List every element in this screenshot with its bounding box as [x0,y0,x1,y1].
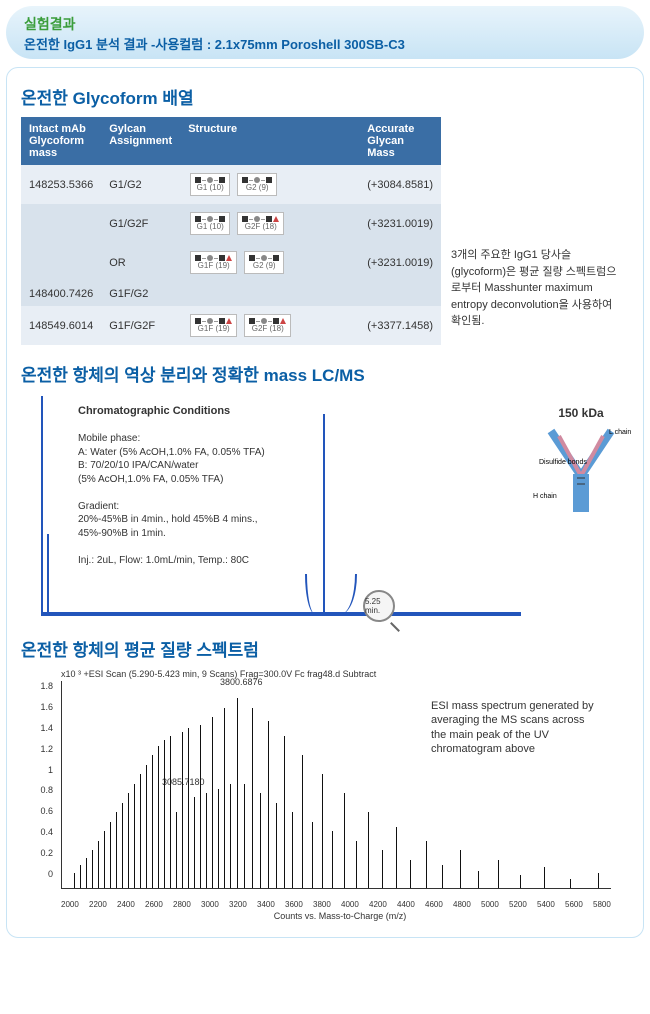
mass-spectrum: x10 ³ +ESI Scan (5.290-5.423 min, 9 Scan… [31,669,611,909]
cell-assign: G1/G2F [101,204,180,243]
svg-text:H chain: H chain [533,493,557,500]
table-row: G1/G2F G1 (10) G2F (18) (+3231.0019) [21,204,441,243]
cell-mass [21,243,101,282]
spectrum-plot: 3085.7180 3800.6876 ESI mass spectrum ge… [61,681,611,889]
cell-mass [21,204,101,243]
th-mass: Intact mAb Glycoform mass [21,117,101,165]
cell-mass: 148253.5366 [21,165,101,204]
cell-acc: (+3231.0019) [359,204,441,243]
chromatogram: Chromatographic Conditions Mobile phase:… [41,396,521,616]
title-subtitle: 온전한 IgG1 분석 결과 -사용컬럼 : 2.1x75mm Poroshel… [24,34,626,53]
cell-assign: G1/G2 [101,165,180,204]
cell-acc: (+3084.8581) [359,165,441,204]
title-bar: 실험결과 온전한 IgG1 분석 결과 -사용컬럼 : 2.1x75mm Por… [6,6,644,59]
cell-assign: G1F/G2F [101,306,180,345]
table-row: 148253.5366 G1/G2 G1 (10) G2 (9) (+3084.… [21,165,441,204]
cell-struct: G1F (19) G2 (9) [180,243,359,282]
table-row: 148549.6014 G1F/G2F G1F (19) G2F (18) (+… [21,306,441,345]
svg-text:L chain: L chain [609,429,631,436]
cell-acc: (+3231.0019) [359,243,441,282]
th-assign: Gylcan Assignment [101,117,180,165]
section3-heading: 온전한 항체의 평균 질량 스펙트럼 [21,636,629,661]
title-category: 실험결과 [24,14,626,34]
table-row: 148400.7426 G1F/G2 [21,282,441,306]
spectrum-x-axis: 2000220024002600280030003200340036003800… [61,900,611,909]
th-struct: Structure [180,117,359,165]
cell-struct: G1F (19) G2F (18) [180,306,359,345]
magnifier-icon: 5.25 min. [363,590,395,622]
cell-mass: 148549.6014 [21,306,101,345]
section1-heading: 온전한 Glycoform 배열 [21,84,629,109]
spectrum-note: ESI mass spectrum generated by averaging… [431,699,601,756]
content-panel: 온전한 Glycoform 배열 Intact mAb Glycoform ma… [6,67,644,938]
glycoform-table: Intact mAb Glycoform mass Gylcan Assignm… [21,117,441,345]
spectrum-x-label: Counts vs. Mass-to-Charge (m/z) [51,911,629,921]
cell-struct: G1 (10) G2 (9) [180,165,359,204]
spectrum-y-axis: 1.81.61.41.210.80.60.40.20 [31,681,59,889]
cell-or: OR [101,243,180,282]
section2-heading: 온전한 항체의 역상 분리와 정확한 mass LC/MS [21,361,629,386]
section1-row: Intact mAb Glycoform mass Gylcan Assignm… [21,117,629,345]
th-acc: Accurate Glycan Mass [359,117,441,165]
cell-mass: 148400.7426 [21,282,101,306]
cell-assign: G1F/G2 [101,282,180,306]
section1-sidenote: 3개의 주요한 IgG1 당사슬(glycoform)은 평균 질량 스펙트럼으… [451,117,621,330]
table-row: OR G1F (19) G2 (9) (+3231.0019) [21,243,441,282]
antibody-diagram: 150 kDa Disulfide bonds L chain H chain [521,406,641,519]
svg-text:Disulfide bonds: Disulfide bonds [539,459,587,466]
cell-struct: G1 (10) G2F (18) [180,204,359,243]
cell-acc: (+3377.1458) [359,306,441,345]
chrom-conditions: Chromatographic Conditions Mobile phase:… [78,404,298,567]
